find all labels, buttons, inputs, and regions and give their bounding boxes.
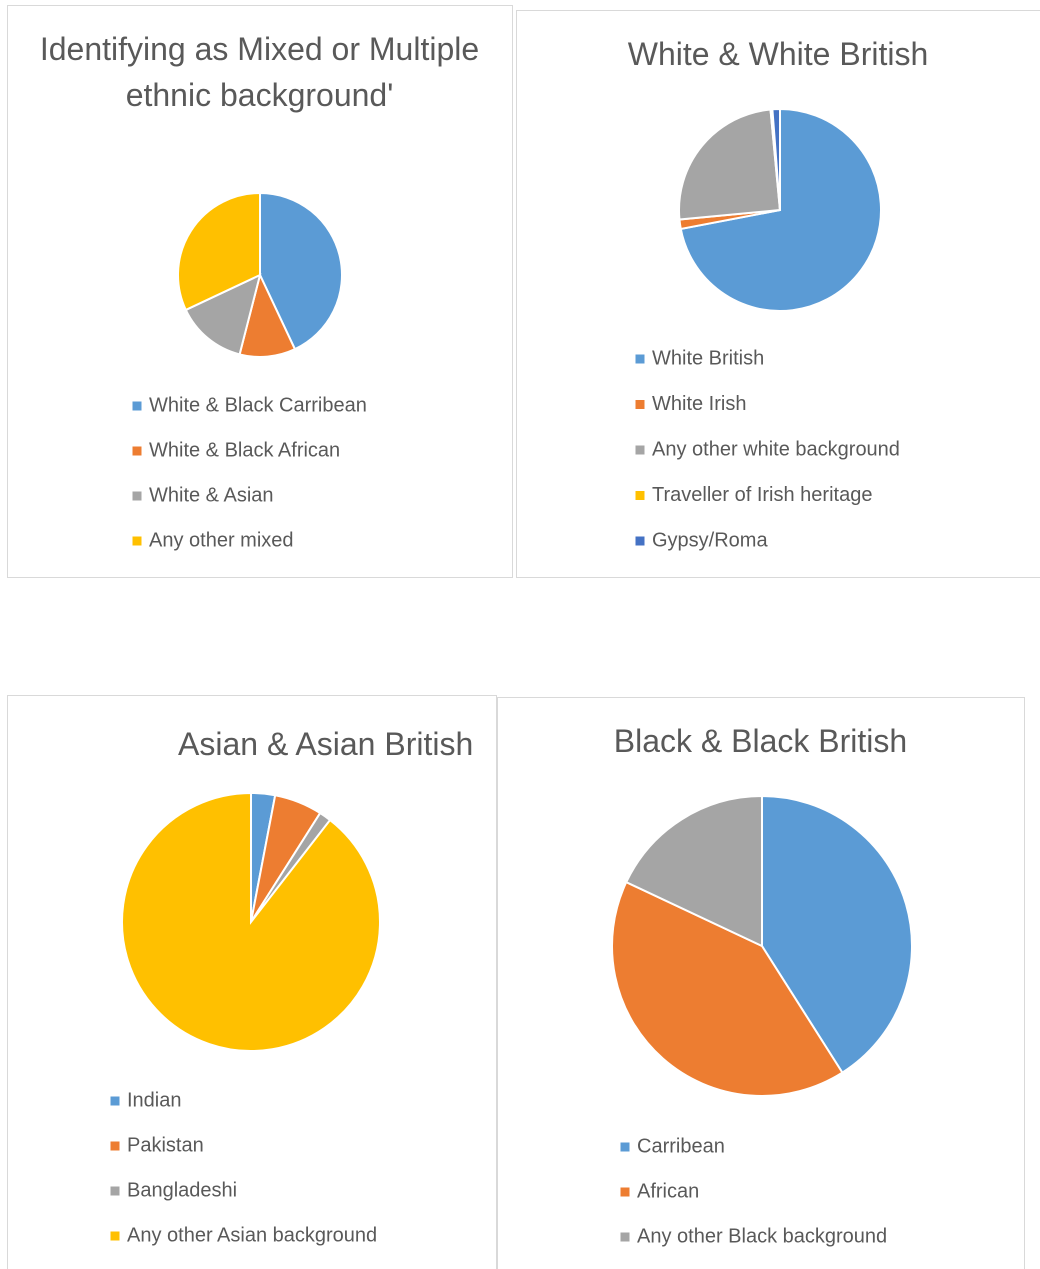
legend-marker [620, 1187, 630, 1197]
legend-marker [635, 400, 645, 409]
legend-label: Bangladeshi [127, 1179, 237, 1201]
title-box: White & White British [627, 36, 929, 72]
title-box: Identifying as Mixed or Multiple ethnic … [39, 31, 480, 113]
legend-label: White & Black African [149, 439, 340, 461]
title-box: Black & Black British [613, 723, 908, 759]
legend-marker [110, 1141, 120, 1151]
legend-label: Any other Asian background [127, 1224, 377, 1246]
pie-slice [624, 794, 763, 948]
legend-marker [635, 354, 645, 364]
legend-label: White & Black Carribean [149, 394, 367, 416]
pie-slice [259, 191, 343, 351]
pie-slice [771, 107, 781, 211]
legend-marker [635, 491, 645, 500]
legend-label: African [637, 1180, 699, 1202]
legend-marker [132, 446, 142, 456]
legend-marker [110, 1096, 120, 1106]
legend-label: Gypsy/Roma [652, 529, 768, 551]
legend-label: White & Asian [149, 484, 274, 506]
pie-slice [177, 191, 261, 312]
legend-marker [620, 1232, 630, 1242]
chart-title: Identifying as Mixed or Multiple ethnic … [39, 31, 480, 113]
chart-title: Asian & Asian British [178, 726, 474, 762]
legend-marker [620, 1142, 630, 1152]
legend-label: Any other Black background [637, 1225, 887, 1247]
legend-label: Carribean [637, 1135, 725, 1157]
legend-label: White Irish [652, 393, 746, 415]
pie-slice [184, 273, 262, 356]
chart-title: Black & Black British [613, 723, 908, 759]
legend-marker [110, 1186, 120, 1196]
legend-label: White British [652, 347, 764, 369]
pie-slice [121, 791, 381, 1052]
legend-marker [635, 536, 645, 546]
legend-label: Pakistan [127, 1134, 204, 1156]
legend-marker [132, 536, 142, 546]
legend-marker [132, 401, 142, 411]
legend-label: Any other white background [652, 438, 900, 460]
pie-slice [678, 108, 782, 221]
legend-marker [110, 1231, 120, 1241]
legend-label: Traveller of Irish heritage [652, 484, 872, 506]
legend-label: Indian [127, 1089, 182, 1111]
legend-label: Any other mixed [149, 529, 294, 551]
chart-title: White & White British [627, 36, 929, 72]
title-box: Asian & Asian British [178, 726, 474, 762]
pie-slice [611, 880, 844, 1097]
legend-marker [635, 445, 645, 455]
legend-marker [132, 491, 142, 501]
